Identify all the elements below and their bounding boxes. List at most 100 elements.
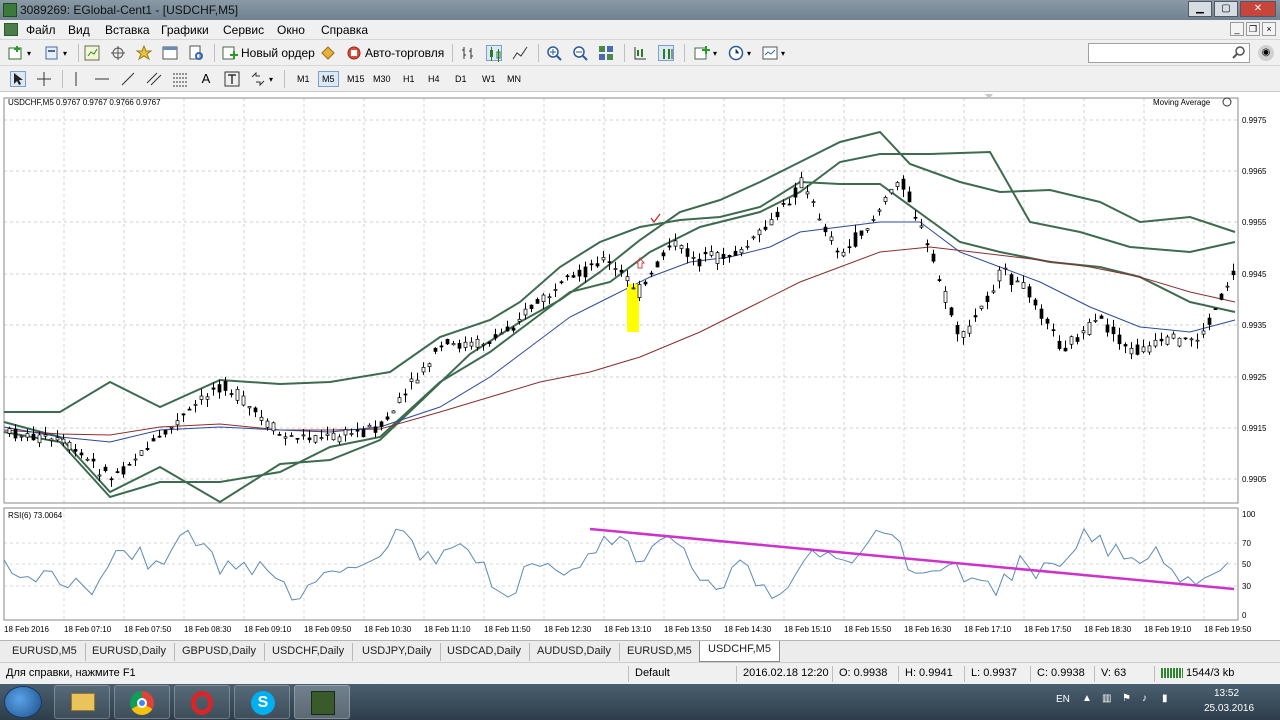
power-icon[interactable]: ▮ (1162, 693, 1168, 704)
terminal-button[interactable] (162, 44, 178, 62)
windows-taskbar: S EN ▲ ▥ ⚑ ♪ ▮ 13:52 25.03.2016 (0, 684, 1280, 720)
close-button[interactable]: ✕ (1240, 1, 1276, 17)
clock-date[interactable]: 25.03.2016 (1204, 703, 1255, 714)
timeframe-mn[interactable]: MN (507, 74, 521, 84)
menu-file[interactable]: Файл (26, 23, 56, 37)
timeframe-m1[interactable]: M1 (297, 74, 310, 84)
maximize-button[interactable]: ▢ (1214, 1, 1238, 17)
chart-tab[interactable]: AUDUSD,Daily (529, 643, 620, 661)
arrows-button[interactable]: ▾ (250, 70, 273, 88)
navigator-button[interactable] (135, 44, 153, 62)
volume-icon[interactable]: ♪ (1142, 693, 1147, 704)
menu-view[interactable]: Вид (68, 23, 90, 37)
candle-body (649, 272, 654, 275)
data-window-button[interactable] (110, 44, 126, 62)
candle-body (541, 294, 546, 303)
minimize-button[interactable]: ▁ (1188, 1, 1212, 17)
cursor-button[interactable] (10, 70, 26, 88)
chart-tab[interactable]: EURUSD,M5 (619, 643, 701, 661)
community-icon[interactable]: ◉ (1258, 45, 1274, 61)
drawing-toolbar: A ▾ M1 M5 M15 M30 H1 H4 D1 W1 MN (0, 66, 1280, 92)
vertical-line-button[interactable] (68, 70, 84, 88)
candle-body (373, 426, 378, 433)
timeframe-w1[interactable]: W1 (482, 74, 496, 84)
timeframe-m30[interactable]: M30 (373, 74, 391, 84)
tray-expand-icon[interactable]: ▲ (1082, 693, 1092, 704)
menu-window[interactable]: Окно (277, 23, 305, 37)
new-chart-button[interactable]: ▾ (8, 44, 31, 62)
network-icon[interactable]: ▥ (1102, 693, 1112, 704)
chart-shift-button[interactable] (632, 44, 648, 62)
new-order-button[interactable]: Новый ордер (222, 44, 315, 62)
text-button[interactable]: A (198, 70, 214, 88)
profiles-icon (44, 45, 60, 61)
bar-chart-button[interactable] (460, 44, 476, 62)
zoom-out-button[interactable] (572, 44, 588, 62)
chart-window-icon[interactable] (4, 23, 18, 36)
flag-icon[interactable]: ⚑ (1122, 693, 1131, 704)
auto-scroll-button[interactable] (658, 44, 674, 62)
status-profile: Default (628, 666, 670, 682)
search-input[interactable] (1088, 43, 1250, 63)
timeframe-m15[interactable]: M15 (347, 74, 365, 84)
indicator-close-icon[interactable] (1222, 97, 1232, 107)
indicators-button[interactable]: ▾ (694, 44, 717, 62)
menu-insert[interactable]: Вставка (105, 23, 150, 37)
taskbar-metatrader[interactable] (294, 685, 350, 719)
templates-button[interactable]: ▾ (762, 44, 785, 62)
channel-button[interactable] (146, 70, 162, 88)
taskbar-opera[interactable] (174, 685, 230, 719)
chart-tab[interactable]: GBPUSD,Daily (174, 643, 265, 661)
tile-windows-button[interactable] (598, 44, 614, 62)
strategy-tester-button[interactable] (188, 44, 204, 62)
channel-icon (146, 71, 162, 87)
timeframe-h4[interactable]: H4 (428, 74, 440, 84)
menu-help[interactable]: Справка (321, 23, 369, 37)
language-indicator[interactable]: EN (1056, 694, 1070, 705)
taskbar-chrome[interactable] (114, 685, 170, 719)
chart-tab[interactable]: EURUSD,M5 (4, 643, 86, 661)
crosshair-button[interactable] (36, 70, 52, 88)
line-chart-button[interactable] (512, 44, 528, 62)
auto-trading-button[interactable]: Авто-торговля (346, 44, 444, 62)
metaeditor-button[interactable] (320, 44, 336, 62)
taskbar-explorer[interactable] (54, 685, 110, 719)
candle-body (1069, 336, 1074, 345)
candle-body (1081, 330, 1086, 334)
text-label-button[interactable] (224, 70, 240, 88)
chart-tab[interactable]: EURUSD,Daily (84, 643, 175, 661)
timeframe-m5[interactable]: M5 (318, 71, 339, 87)
slow-moving-average (3, 246, 1236, 436)
market-watch-button[interactable] (84, 44, 100, 62)
taskbar-skype[interactable]: S (234, 685, 290, 719)
chart-tab[interactable]: USDCAD,Daily (439, 643, 530, 661)
chart-tab[interactable]: USDCHF,M5 (699, 641, 780, 662)
zoom-in-button[interactable] (546, 44, 562, 62)
middle-band (3, 150, 1236, 499)
price-tick-label: 0.9915 (1242, 424, 1267, 433)
timeframe-h1[interactable]: H1 (403, 74, 415, 84)
timeframe-d1[interactable]: D1 (455, 74, 467, 84)
rsi-tick-label: 30 (1242, 582, 1251, 591)
rsi-trendline[interactable] (589, 527, 1235, 591)
menu-charts[interactable]: Графики (161, 23, 209, 37)
clock-time[interactable]: 13:52 (1214, 688, 1240, 699)
candle-body (229, 393, 234, 395)
fibonacci-button[interactable] (172, 70, 188, 88)
periods-button[interactable]: ▾ (728, 44, 751, 62)
horizontal-line-button[interactable] (94, 70, 110, 88)
start-button[interactable] (4, 686, 42, 718)
chart-tab[interactable]: USDCHF,Daily (264, 643, 354, 661)
chart-window[interactable]: 0.9975 0.9965 0.9955 0.9945 0.9935 0.9925 0.99… (0, 92, 1280, 640)
chart-tab[interactable]: USDJPY,Daily (354, 643, 441, 661)
menu-tools[interactable]: Сервис (223, 23, 265, 37)
mdi-close-button[interactable]: × (1262, 22, 1276, 36)
mdi-minimize-button[interactable]: _ (1230, 22, 1244, 36)
chart-svg[interactable]: 0.9975 0.9965 0.9955 0.9945 0.9935 0.9925 0.99… (0, 92, 1280, 640)
profiles-button[interactable]: ▾ (44, 44, 67, 62)
mdi-restore-button[interactable]: ❐ (1246, 22, 1260, 36)
shift-marker-icon[interactable] (985, 94, 993, 99)
candlestick-chart-button[interactable] (486, 44, 502, 62)
search-icon[interactable] (1232, 46, 1246, 63)
trendline-button[interactable] (120, 70, 136, 88)
